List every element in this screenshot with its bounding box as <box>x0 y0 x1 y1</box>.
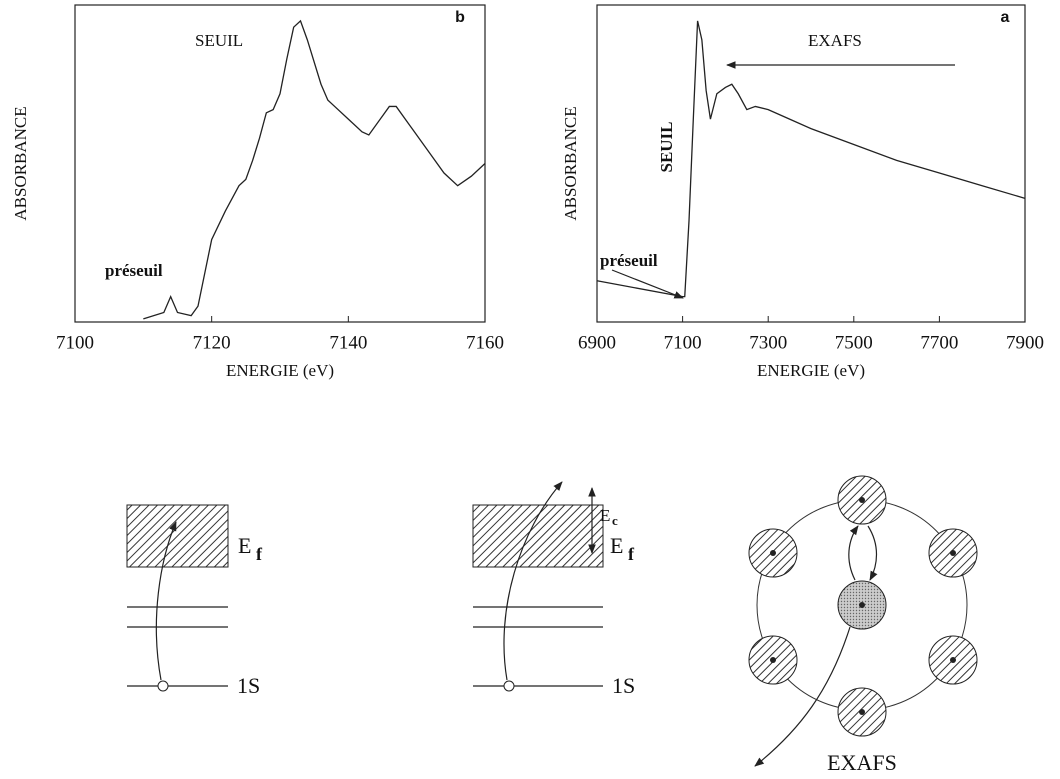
atoms <box>748 475 978 737</box>
electron <box>157 680 169 692</box>
panel-label: b <box>455 9 465 26</box>
x-axis-label: ENERGIE (eV) <box>226 361 334 380</box>
x-tick-label: 7100 <box>56 332 94 353</box>
plot-frame <box>596 4 1026 323</box>
level-label: E <box>238 533 251 558</box>
annotation: préseuil <box>105 261 163 280</box>
energy-label: E <box>600 506 610 525</box>
x-axis-label: ENERGIE (eV) <box>757 361 865 380</box>
x-tick-label: 7700 <box>920 332 958 353</box>
energy-sub: c <box>612 513 618 528</box>
y-axis-label: ABSORBANCE <box>11 106 30 220</box>
x-tick-label: 7900 <box>1006 332 1044 353</box>
annotation: SEUIL <box>195 31 243 50</box>
y-axis-label: ABSORBANCE <box>561 106 580 220</box>
x-tick-label: 6900 <box>578 332 616 353</box>
diagram-right: EXAFS <box>748 475 978 775</box>
arrow <box>503 481 563 681</box>
annotation: SEUIL <box>657 121 676 172</box>
arrow <box>754 626 851 767</box>
curve <box>143 19 486 320</box>
x-tick-label: 7120 <box>193 332 231 353</box>
arrow <box>848 525 859 581</box>
level-label: E <box>610 533 623 558</box>
diagram-middle: E c E f 1S <box>472 481 635 698</box>
x-tick-label: 7140 <box>329 332 367 353</box>
annotation-arrow <box>611 269 684 299</box>
x-tick-label: 7160 <box>466 332 504 353</box>
x-tick-label: 7300 <box>749 332 787 353</box>
band <box>472 504 604 568</box>
core-label: 1S <box>612 673 635 698</box>
electron <box>503 680 515 692</box>
band <box>126 504 229 568</box>
caption: EXAFS <box>827 750 897 775</box>
x-tick-label: 7100 <box>664 332 702 353</box>
level-sub: f <box>256 544 263 564</box>
arrow <box>867 525 878 581</box>
annotation: préseuil <box>600 251 658 270</box>
annotation: EXAFS <box>808 31 862 50</box>
level-sub: f <box>628 544 635 564</box>
panel-label: a <box>1001 9 1010 26</box>
x-tick-label: 7500 <box>835 332 873 353</box>
curve <box>596 20 1026 298</box>
core-label: 1S <box>237 673 260 698</box>
arrow <box>155 521 177 681</box>
diagram-left: E f 1S <box>126 504 263 698</box>
